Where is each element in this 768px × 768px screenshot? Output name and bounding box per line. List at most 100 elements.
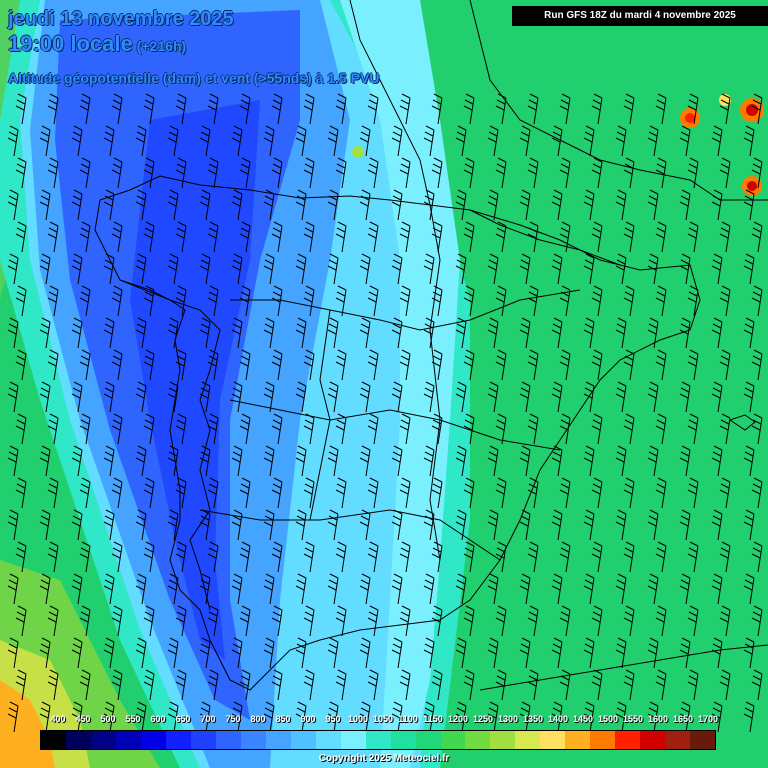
wind-barb: [647, 701, 659, 733]
wind-barb: [303, 93, 315, 125]
legend-value: 550: [125, 714, 141, 724]
wind-barb: [135, 317, 147, 349]
wind-barb: [71, 509, 83, 541]
wind-barb: [591, 413, 603, 445]
wind-barb: [487, 189, 499, 221]
wind-barb: [687, 541, 699, 573]
wind-barb: [455, 125, 467, 157]
wind-barb: [743, 573, 755, 605]
wind-barb: [711, 189, 723, 221]
wind-barb: [231, 509, 243, 541]
wind-barb: [527, 157, 539, 189]
wind-barb: [199, 381, 211, 413]
wind-barb: [751, 605, 763, 637]
internal-region-4: [309, 309, 331, 521]
wind-barb: [39, 573, 51, 605]
wind-barb: [327, 509, 339, 541]
wind-barb: [207, 157, 219, 189]
wind-barb: [495, 285, 507, 317]
wind-barb: [231, 381, 243, 413]
wind-barb: [239, 157, 251, 189]
wind-barb: [327, 701, 339, 733]
wind-barb: [487, 509, 499, 541]
wind-barb: [559, 157, 571, 189]
wind-barb: [111, 93, 123, 125]
wind-barb: [495, 93, 507, 125]
wind-barb: [551, 573, 563, 605]
wind-barb: [359, 189, 371, 221]
wind-barb: [519, 509, 531, 541]
wind-barb: [335, 93, 347, 125]
legend-swatch: [190, 731, 216, 749]
wind-barb: [207, 477, 219, 509]
wind-barb: [15, 541, 27, 573]
wind-barb: [591, 477, 603, 509]
wind-barb: [519, 381, 531, 413]
wind-barb: [647, 189, 659, 221]
balearic-island: [728, 414, 756, 431]
wind-barb: [559, 605, 571, 637]
wind-barb: [519, 701, 531, 733]
wind-barb: [743, 509, 755, 541]
wind-barb: [239, 285, 251, 317]
legend-swatch: [590, 731, 616, 749]
wind-barb: [431, 477, 443, 509]
wind-barb: [231, 317, 243, 349]
wind-barb: [559, 413, 571, 445]
wind-barb: [647, 637, 659, 669]
wind-barb: [39, 125, 51, 157]
wind-barb: [551, 125, 563, 157]
wind-barb: [679, 189, 691, 221]
wind-barb: [623, 477, 635, 509]
legend-value: 1350: [522, 714, 544, 724]
legend-swatch: [265, 731, 291, 749]
wind-barb: [591, 541, 603, 573]
wind-barb: [647, 381, 659, 413]
wind-barb: [519, 445, 531, 477]
wind-barb: [199, 701, 211, 733]
wind-barb: [647, 445, 659, 477]
wind-barb: [359, 637, 371, 669]
wind-barb: [391, 381, 403, 413]
copyright: Copyright 2025 Meteociel.fr: [318, 753, 450, 764]
legend-value: 1150: [423, 714, 443, 724]
wind-barb: [263, 253, 275, 285]
wind-barb: [135, 381, 147, 413]
wind-barb: [623, 157, 635, 189]
wind-barb: [295, 445, 307, 477]
legend-value: 1650: [672, 714, 694, 724]
wind-barb: [7, 445, 19, 477]
wind-barb: [295, 253, 307, 285]
wind-barb: [423, 189, 435, 221]
wind-barb: [687, 285, 699, 317]
wind-barb: [623, 93, 635, 125]
france-border: [469, 0, 768, 201]
legend-swatch: [615, 731, 641, 749]
wind-barb: [711, 637, 723, 669]
wind-barb: [391, 509, 403, 541]
wind-barb: [47, 541, 59, 573]
wind-barb: [495, 541, 507, 573]
legend-swatch: [165, 731, 191, 749]
wind-barb: [175, 541, 187, 573]
wind-barb: [463, 285, 475, 317]
wind-barb: [743, 701, 755, 733]
wind-barb: [103, 381, 115, 413]
wind-barb: [495, 669, 507, 701]
legend-swatch: [390, 731, 416, 749]
wind-barb: [71, 637, 83, 669]
wind-barb: [615, 253, 627, 285]
legend-value: 1200: [447, 714, 469, 724]
wind-barb: [615, 445, 627, 477]
wind-barb: [527, 541, 539, 573]
wind-barb: [111, 349, 123, 381]
wind-barb: [591, 669, 603, 701]
wind-barb: [327, 125, 339, 157]
wind-barb: [79, 93, 91, 125]
wind-barb: [751, 477, 763, 509]
legend-value: 850: [275, 714, 291, 724]
wind-barb: [719, 477, 731, 509]
wind-barb: [239, 349, 251, 381]
wind-barb: [199, 317, 211, 349]
wind-barb: [751, 285, 763, 317]
